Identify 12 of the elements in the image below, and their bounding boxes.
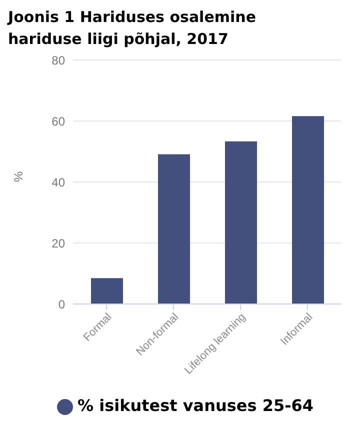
y-tick-label: 80 [52,53,66,68]
y-tick-label: 20 [52,236,66,250]
y-tick-label: 40 [52,175,66,190]
y-tick-label: 60 [52,114,66,128]
chart-title: Joonis 1 Hariduses osalemine hariduse liigi põhjal, 2017 [6,7,257,50]
legend-label: % isikutest vanuses 25-64 [77,396,314,415]
bar [292,116,324,304]
y-tick-label: 0 [58,297,66,312]
bar [158,154,190,304]
bar [225,141,257,304]
bar [91,278,123,304]
y-axis-title: % [11,171,26,182]
